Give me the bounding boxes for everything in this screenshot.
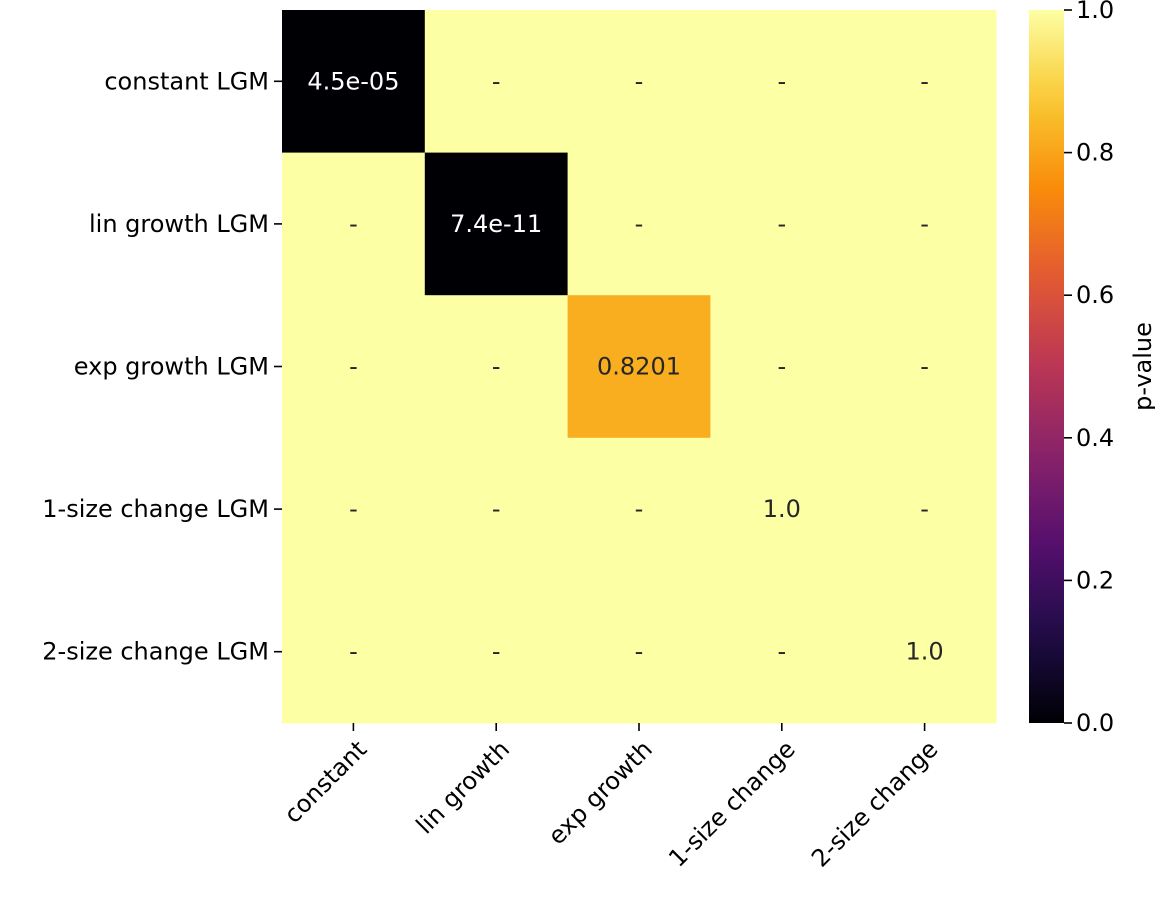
cell-annotation: - (777, 67, 786, 95)
heatmap-cell (282, 580, 426, 724)
heatmap-cell (710, 437, 854, 581)
cell-annotation: - (920, 353, 929, 381)
colorbar: 0.0 0.2 0.4 0.6 0.8 1.0 p-value (1029, 0, 1155, 737)
cell-annotation: - (920, 495, 929, 523)
cell-annotation: - (349, 210, 358, 238)
colorbar-ticks: 0.0 0.2 0.4 0.6 0.8 1.0 (1064, 0, 1114, 737)
colorbar-label: p-value (1129, 322, 1155, 411)
cell-annotation: - (349, 353, 358, 381)
heatmap-cell (282, 295, 426, 439)
heatmap-cell (424, 580, 569, 724)
heatmap-cell (853, 437, 997, 581)
y-tick-label: constant LGM (104, 67, 269, 95)
x-axis-ticks: constant lin growth exp growth 1-size chang… (279, 723, 943, 873)
heatmap-cell (710, 295, 854, 439)
heatmap-cell (853, 580, 997, 724)
x-tick-label: exp growth (543, 735, 658, 850)
heatmap-cell (282, 152, 426, 296)
cell-annotation: - (492, 495, 501, 523)
heatmap-cell (424, 10, 569, 154)
heatmap-cell (567, 152, 711, 296)
heatmap-cell (424, 152, 569, 296)
cell-annotation: - (635, 495, 644, 523)
heatmap-cell (567, 580, 711, 724)
cell-annotation: 7.4e-11 (450, 210, 542, 238)
x-tick-label: 1-size change (663, 735, 800, 872)
cell-annotation: 1.0 (763, 495, 801, 523)
heatmap-cell (853, 10, 997, 154)
colorbar-tick-label: 0.6 (1076, 281, 1114, 309)
cell-annotation: - (349, 638, 358, 666)
heatmap-cell (282, 437, 426, 581)
cell-annotation: - (920, 67, 929, 95)
colorbar-gradient (1029, 10, 1064, 723)
colorbar-tick-label: 0.0 (1076, 709, 1114, 737)
heatmap-cell (853, 152, 997, 296)
cell-annotation: 0.8201 (597, 353, 681, 381)
cell-annotation: 4.5e-05 (307, 67, 399, 95)
cell-annotation: - (777, 353, 786, 381)
cell-annotation: - (920, 210, 929, 238)
y-tick-label: 2-size change LGM (42, 638, 269, 666)
heatmap-cell (710, 10, 854, 154)
colorbar-tick-label: 0.4 (1076, 424, 1114, 452)
heatmap-cell (424, 295, 569, 439)
x-tick-label: 2-size change (806, 735, 943, 872)
y-tick-label: 1-size change LGM (42, 495, 269, 523)
heatmap-cell (710, 152, 854, 296)
cell-annotation: 1.0 (906, 638, 944, 666)
cell-annotation: - (492, 353, 501, 381)
heatmap-cell (710, 580, 854, 724)
x-tick-label: lin growth (411, 735, 515, 839)
colorbar-tick-label: 1.0 (1076, 0, 1114, 24)
heatmap-cell (567, 437, 711, 581)
cell-annotation: - (635, 67, 644, 95)
colorbar-tick-label: 0.2 (1076, 566, 1114, 594)
heatmap-cells (282, 10, 997, 724)
cell-annotation: - (349, 495, 358, 523)
y-tick-label: lin growth LGM (89, 210, 269, 238)
cell-annotation: - (492, 67, 501, 95)
x-tick-label: constant (279, 735, 373, 829)
cell-annotation: - (492, 638, 501, 666)
heatmap-cell (282, 10, 426, 154)
colorbar-tick-label: 0.8 (1076, 139, 1114, 167)
cell-annotation: - (635, 638, 644, 666)
heatmap-cell (567, 295, 711, 439)
y-axis-ticks: constant LGM lin growth LGM exp growth LGM… (42, 67, 282, 666)
cell-annotations: 4.5e-05 - - - - - 7.4e-11 - - - - - 0.8201 - - - - - 1.0 - -… (307, 67, 943, 665)
cell-annotation: - (777, 210, 786, 238)
cell-annotation: - (777, 638, 786, 666)
cell-annotation: - (635, 210, 644, 238)
heatmap-cell (424, 437, 569, 581)
heatmap-cell (853, 295, 997, 439)
y-tick-label: exp growth LGM (74, 353, 269, 381)
heatmap-cell (567, 10, 711, 154)
